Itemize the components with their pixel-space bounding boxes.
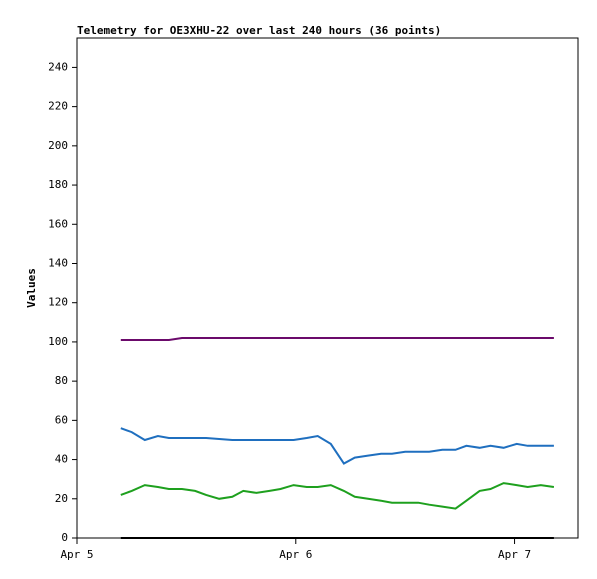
y-tick-label: 80 (55, 374, 68, 387)
chart-title: Telemetry for OE3XHU-22 over last 240 ho… (77, 24, 441, 37)
x-tick-label: Apr 6 (279, 548, 312, 561)
y-tick-label: 240 (48, 60, 68, 73)
y-tick-label: 180 (48, 178, 68, 191)
y-tick-label: 40 (55, 453, 68, 466)
y-axis-label: Values (25, 268, 38, 308)
y-tick-label: 140 (48, 256, 68, 269)
y-tick-label: 0 (61, 531, 68, 544)
x-tick-label: Apr 5 (60, 548, 93, 561)
series-line (120, 482, 555, 510)
y-tick-label: 160 (48, 217, 68, 230)
y-tick-label: 100 (48, 335, 68, 348)
y-tick-label: 200 (48, 139, 68, 152)
plot-frame (76, 37, 579, 539)
series-line (120, 427, 554, 465)
y-tick-label: 20 (55, 492, 68, 505)
y-tick-label: 60 (55, 413, 68, 426)
y-tick-label: 120 (48, 296, 68, 309)
series-line (120, 337, 554, 341)
x-tick-label: Apr 7 (498, 548, 531, 561)
y-tick-label: 220 (48, 100, 68, 113)
